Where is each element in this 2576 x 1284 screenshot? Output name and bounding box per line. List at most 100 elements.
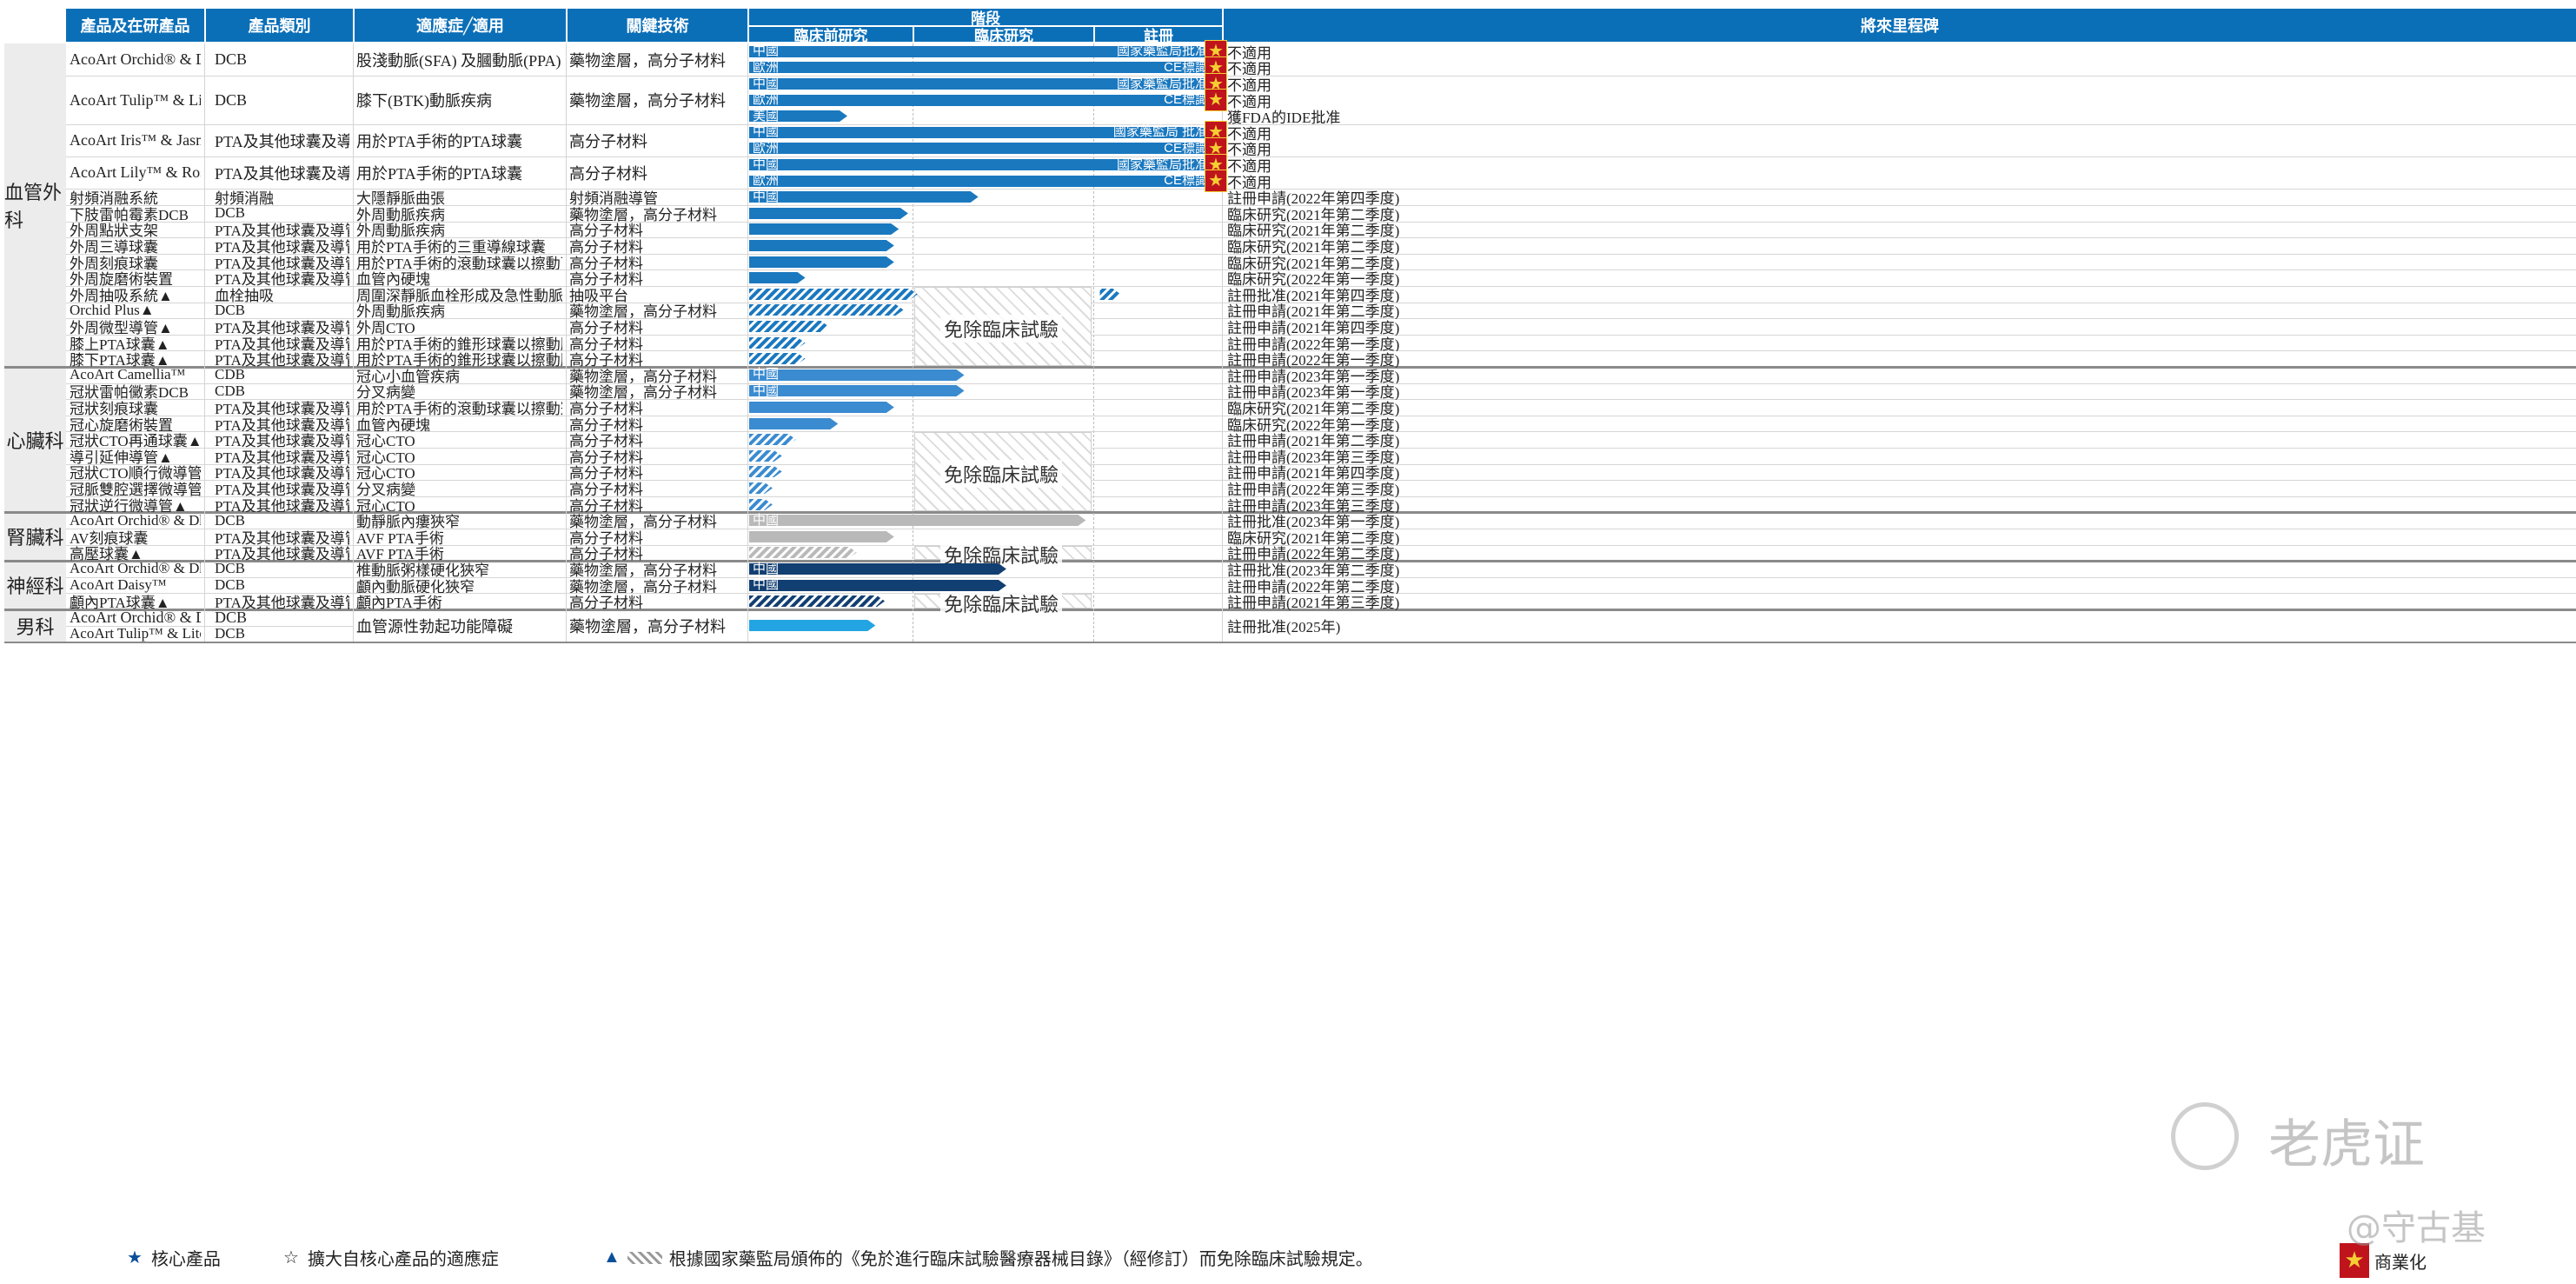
progress-bar	[749, 547, 857, 559]
row-divider	[66, 237, 2576, 239]
row-category: CDB	[215, 383, 245, 399]
progress-bar-shape	[749, 402, 894, 413]
row-product: AV刻痕球囊	[70, 529, 149, 545]
row-product: 外周刻痕球囊	[70, 255, 158, 270]
row-indication: 外周動脈疾病	[356, 303, 445, 319]
row-tech: 高分子材料	[569, 416, 643, 432]
row-tech: 高分子材料	[569, 465, 643, 481]
progress-bar-shape	[749, 143, 1217, 155]
progress-bar-shape	[749, 515, 1086, 527]
row-divider	[66, 544, 2576, 546]
progress-bar	[749, 466, 782, 478]
row-product: AcoArt Orchid® & Dhalia™ ☆	[70, 609, 201, 626]
commercial-star-icon: ★	[1205, 89, 1227, 112]
progress-bar-shape	[749, 530, 894, 542]
progress-bar	[749, 45, 1217, 57]
bar-region-label: 歐洲	[753, 59, 780, 75]
milestone-text: 註冊申請(2021年第二季度)	[1227, 303, 1400, 319]
header-tech: 關鍵技術	[568, 9, 747, 42]
watermark-logo-icon	[2171, 1102, 2239, 1170]
milestone-text: 註冊申請(2023年第三季度)	[1227, 497, 1400, 514]
row-indication: 膝下(BTK)動脈疾病	[356, 92, 492, 110]
exempt-label: 免除臨床試驗	[940, 314, 1063, 343]
row-divider	[66, 625, 353, 627]
section-divider	[4, 366, 2576, 369]
row-product: 膝上PTA球囊▲	[70, 336, 170, 351]
progress-bar-extra	[1099, 288, 1121, 300]
progress-bar-shape	[749, 62, 1217, 74]
row-category: PTA及其他球囊及導管	[215, 465, 349, 481]
row-category: DCB	[215, 90, 248, 109]
row-category: PTA及其他球囊及導管	[215, 238, 349, 254]
progress-bar-shape	[749, 45, 1217, 57]
progress-bar-shape	[749, 336, 806, 349]
milestone-text: 不適用	[1227, 142, 1271, 157]
progress-bar	[749, 369, 965, 381]
milestone-text: 註冊申請(2021年第三季度)	[1227, 595, 1400, 610]
row-category: PTA及其他球囊及導管	[215, 595, 349, 609]
progress-bar	[749, 94, 1217, 106]
row-divider	[66, 576, 2576, 578]
row-tech: 高分子材料	[569, 433, 643, 448]
bar-region-label: 中國	[753, 577, 780, 593]
row-product: Orchid Plus▲	[70, 302, 155, 318]
bar-region-label: 中國	[753, 124, 780, 140]
row-tech: 藥物塗層，高分子材料	[569, 514, 717, 529]
bar-registration-label: CE標識	[1164, 59, 1208, 75]
milestone-text: 註冊申請(2023年第一季度)	[1227, 368, 1400, 384]
row-tech: 高分子材料	[569, 132, 647, 150]
progress-bar	[749, 449, 782, 462]
progress-bar	[749, 434, 796, 446]
legend-commercial-text: 商業化	[2374, 1253, 2427, 1273]
milestone-text: 註冊申請(2021年第四季度)	[1227, 465, 1400, 481]
row-category: DCB	[215, 50, 248, 69]
row-tech: 藥物塗層，高分子材料	[569, 303, 717, 319]
row-tech: 高分子材料	[569, 529, 643, 545]
bar-region-label: 中國	[753, 76, 780, 91]
progress-bar-shape	[749, 547, 857, 559]
row-category: CDB	[215, 367, 245, 383]
row-indication: 動靜脈內瘻狹窄	[356, 514, 460, 529]
stage-divider	[1093, 43, 1094, 642]
column-divider	[204, 43, 205, 642]
row-product: 冠狀逆行微導管▲	[70, 497, 188, 513]
row-divider	[66, 480, 2576, 482]
progress-bar	[749, 353, 806, 365]
row-category: PTA及其他球囊及導管	[215, 352, 349, 367]
row-divider	[66, 189, 2576, 190]
section-label: 神經科	[4, 561, 66, 609]
row-product: AcoArt Orchid® & Dhalia™ ☆	[70, 561, 201, 577]
progress-bar	[749, 385, 965, 397]
section-label: 腎臟科	[4, 512, 66, 562]
section-divider	[4, 511, 2576, 515]
row-category: PTA及其他球囊及導管	[215, 449, 349, 464]
table-bottom	[4, 642, 2576, 644]
progress-bar	[749, 240, 894, 251]
row-indication: 外周動脈疾病	[356, 223, 445, 238]
progress-bar	[749, 288, 1121, 300]
progress-bar-shape	[749, 563, 1006, 575]
row-indication: 血管內硬塊	[356, 271, 430, 286]
milestone-text: 註冊申請(2022年第二季度)	[1227, 546, 1400, 562]
row-product: 冠狀雷帕黴素DCB	[70, 384, 189, 400]
progress-bar-shape	[749, 288, 918, 300]
row-indication: 冠心小血管疾病	[356, 368, 460, 383]
row-product: 顱內PTA球囊▲	[70, 595, 170, 609]
row-category: DCB	[215, 302, 245, 318]
progress-bar	[749, 191, 979, 203]
row-divider	[66, 221, 2576, 223]
row-category: 血栓抽吸	[215, 287, 274, 303]
milestone-text: 不適用	[1227, 77, 1271, 93]
row-tech: 高分子材料	[569, 238, 643, 254]
row-divider	[66, 334, 2576, 336]
core-star-icon: ★	[127, 1248, 143, 1267]
header-category: 產品類別	[206, 9, 353, 42]
row-indication: 用於PTA手術的錐形球囊以擦動膝膕動脈	[356, 336, 562, 351]
progress-bar	[749, 579, 1006, 591]
progress-bar	[749, 482, 773, 494]
progress-bar-shape	[749, 256, 894, 268]
milestone-text: 臨床研究(2021年第二季度)	[1227, 255, 1400, 271]
row-tech: 藥物塗層，高分子材料	[569, 578, 717, 594]
row-indication: 外周CTO	[356, 319, 415, 335]
